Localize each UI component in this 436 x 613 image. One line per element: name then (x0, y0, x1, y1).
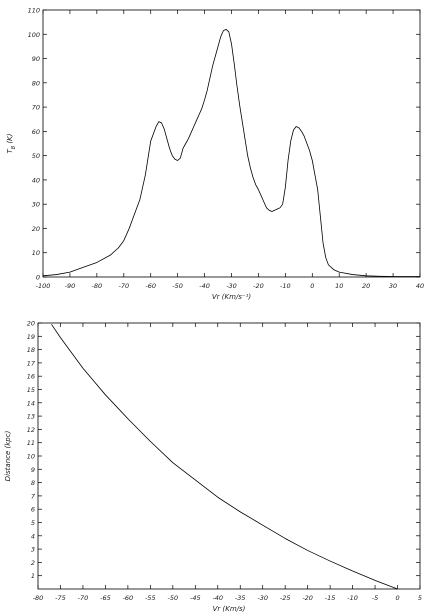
x-tick-label: -40 (199, 282, 210, 290)
y-tick-label: 19 (27, 333, 35, 341)
x-tick-label: -75 (55, 594, 66, 602)
x-axis-label: Vr (Km/s) (213, 605, 246, 613)
x-tick-label: -45 (190, 594, 201, 602)
y-tick-label: 40 (32, 176, 40, 184)
y-tick-label: 8 (31, 479, 35, 487)
x-tick-label: 0 (395, 594, 399, 602)
plot-frame (42, 9, 421, 278)
x-tick-label: -30 (257, 594, 268, 602)
y-axis-label-sub: B (11, 145, 17, 149)
x-tick-label: -80 (92, 282, 103, 290)
x-tick-label: -50 (172, 282, 183, 290)
x-tick-label: -70 (118, 282, 129, 290)
y-tick-label: 110 (28, 7, 40, 15)
y-tick-label: 50 (32, 152, 40, 160)
y-tick-label: 3 (31, 546, 35, 554)
x-tick-label: -20 (302, 594, 313, 602)
x-tick-label: 30 (389, 282, 397, 290)
y-tick-label: 20 (27, 320, 35, 328)
y-tick-label: 11 (27, 439, 35, 447)
y-tick-label: 100 (28, 31, 40, 39)
y-tick-label: 10 (32, 249, 40, 257)
x-tick-label: 40 (416, 282, 424, 290)
x-tick-label: -35 (235, 594, 246, 602)
x-tick-label: -10 (347, 594, 358, 602)
x-tick-label: 10 (335, 282, 343, 290)
x-tick-label: -40 (212, 594, 223, 602)
y-tick-label: 80 (32, 79, 40, 87)
y-tick-label: 6 (31, 506, 35, 514)
y-tick-label: 30 (32, 201, 40, 209)
x-tick-label: -5 (372, 594, 378, 602)
y-tick-label: 14 (27, 399, 35, 407)
x-tick-label: -90 (65, 282, 76, 290)
y-tick-label: 7 (31, 492, 36, 500)
y-tick-label: 20 (32, 225, 40, 233)
x-tick-label: -60 (145, 282, 156, 290)
x-tick-label: -65 (100, 594, 111, 602)
spectrum-panel: -100 -90 -80 -70 -60 -50 -40 -30 -20 -10 0 10 20 30 40… (6, 7, 424, 302)
x-tick-label: 5 (418, 594, 422, 602)
x-axis-label: Vr (Km/s⁻¹) (212, 293, 252, 301)
y-tick-label: 70 (32, 104, 40, 112)
x-tick-label: -25 (280, 594, 291, 602)
y-tick-label: 5 (31, 519, 35, 527)
y-tick-label: 16 (27, 373, 35, 381)
y-tick-label: 12 (27, 426, 35, 434)
y-tick-label: 4 (31, 532, 35, 540)
distance-panel: -80 -75 -70 -65 -60 -55 -50 -45 -40 -35 -30 -25 -20-… (4, 320, 422, 613)
x-tick-label: -80 (33, 594, 44, 602)
y-tick-label: 17 (27, 359, 36, 367)
y-tick-label: 90 (32, 55, 40, 63)
series-line (42, 29, 420, 277)
y-axis-label-main: T (6, 149, 14, 154)
y-tick-label: 18 (27, 346, 35, 354)
x-tick-label: 0 (310, 282, 314, 290)
x-tick-label: -10 (280, 282, 291, 290)
x-tick-label: -60 (123, 594, 134, 602)
x-tick-label: -70 (78, 594, 89, 602)
y-tick-label: 2 (31, 559, 35, 567)
y-axis-label: TB (K) (6, 133, 17, 153)
y-tick-label: 10 (27, 453, 35, 461)
series-line (51, 324, 398, 590)
y-tick-label: 15 (27, 386, 35, 394)
x-tick-label: -55 (145, 594, 156, 602)
x-tick-label: -100 (36, 282, 51, 290)
y-axis-label-unit: (K) (6, 133, 14, 146)
x-tick-label: -20 (253, 282, 264, 290)
plot-frame (37, 322, 421, 590)
x-tick-label: -50 (168, 594, 179, 602)
x-tick-label: -15 (325, 594, 336, 602)
x-tick-label: -30 (226, 282, 237, 290)
y-tick-label: 1 (31, 572, 35, 580)
y-tick-label: 0 (36, 274, 40, 282)
y-tick-label: 60 (32, 128, 40, 136)
y-tick-label: 9 (31, 466, 35, 474)
x-tick-label: 20 (362, 282, 370, 290)
y-axis-label: Distance (kpc) (4, 430, 12, 481)
y-tick-label: 13 (27, 413, 35, 421)
